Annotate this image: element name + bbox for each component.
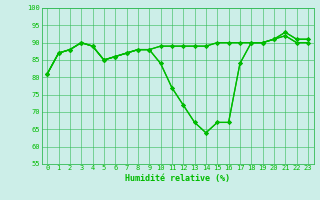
X-axis label: Humidité relative (%): Humidité relative (%) (125, 174, 230, 183)
